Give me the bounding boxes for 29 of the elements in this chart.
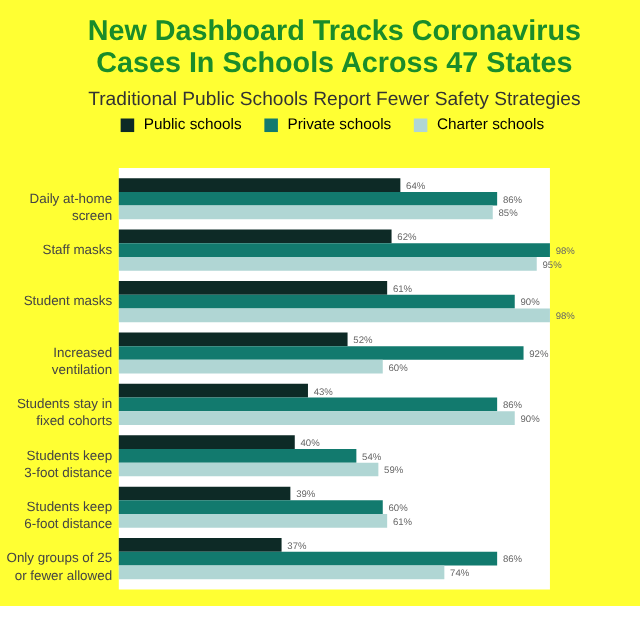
bar [118,500,383,515]
bar [118,205,493,220]
bar [118,308,550,323]
chart-title: New Dashboard Tracks Coronavirus Cases In Schools Across 47 States [87,15,581,81]
bar [118,229,392,244]
bar [118,294,515,309]
bar [118,551,498,566]
bar [118,346,524,360]
bar [118,257,537,271]
bar [118,565,445,580]
chart-subtitle: Traditional Public Schools Report Fewer Safety Strategies [88,88,581,111]
bar [118,281,388,295]
bar [118,435,295,449]
bar [118,397,498,412]
bar [118,243,550,258]
bar [118,178,401,192]
bar [118,191,498,206]
bar [118,448,357,463]
legend-label: Charter schools [436,115,545,134]
bar [118,514,388,528]
bar [118,411,515,425]
bar [118,462,379,477]
bar [118,332,348,347]
legend-label: Private schools [287,115,392,134]
bar [118,359,383,374]
legend-label: Public schools [143,115,242,134]
bar [118,486,291,501]
bar [118,538,282,552]
bar [118,383,308,398]
